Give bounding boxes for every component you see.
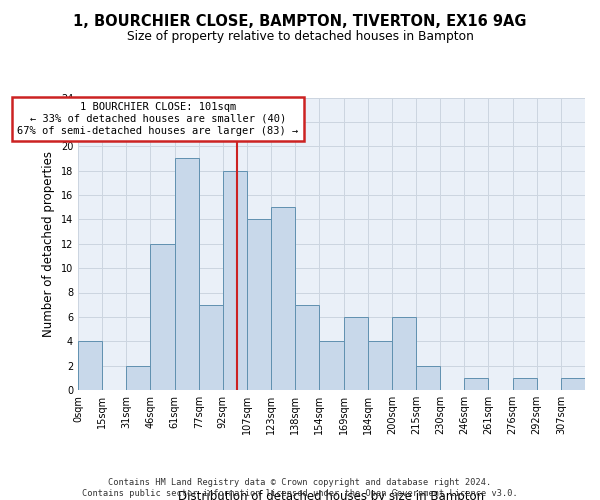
Bar bbox=[199, 304, 223, 390]
Y-axis label: Number of detached properties: Number of detached properties bbox=[42, 151, 55, 337]
Bar bbox=[223, 170, 247, 390]
Text: 1, BOURCHIER CLOSE, BAMPTON, TIVERTON, EX16 9AG: 1, BOURCHIER CLOSE, BAMPTON, TIVERTON, E… bbox=[73, 14, 527, 29]
Bar bbox=[392, 317, 416, 390]
Bar bbox=[78, 341, 102, 390]
Bar bbox=[368, 341, 392, 390]
Bar bbox=[151, 244, 175, 390]
Bar bbox=[464, 378, 488, 390]
Bar bbox=[175, 158, 199, 390]
Bar bbox=[561, 378, 585, 390]
Bar bbox=[247, 220, 271, 390]
X-axis label: Distribution of detached houses by size in Bampton: Distribution of detached houses by size … bbox=[178, 490, 485, 500]
Bar bbox=[512, 378, 537, 390]
Bar bbox=[295, 304, 319, 390]
Bar bbox=[319, 341, 344, 390]
Text: Contains HM Land Registry data © Crown copyright and database right 2024.
Contai: Contains HM Land Registry data © Crown c… bbox=[82, 478, 518, 498]
Bar bbox=[344, 317, 368, 390]
Bar bbox=[126, 366, 151, 390]
Bar bbox=[416, 366, 440, 390]
Bar bbox=[271, 207, 295, 390]
Text: 1 BOURCHIER CLOSE: 101sqm
← 33% of detached houses are smaller (40)
67% of semi-: 1 BOURCHIER CLOSE: 101sqm ← 33% of detac… bbox=[17, 102, 298, 136]
Text: Size of property relative to detached houses in Bampton: Size of property relative to detached ho… bbox=[127, 30, 473, 43]
